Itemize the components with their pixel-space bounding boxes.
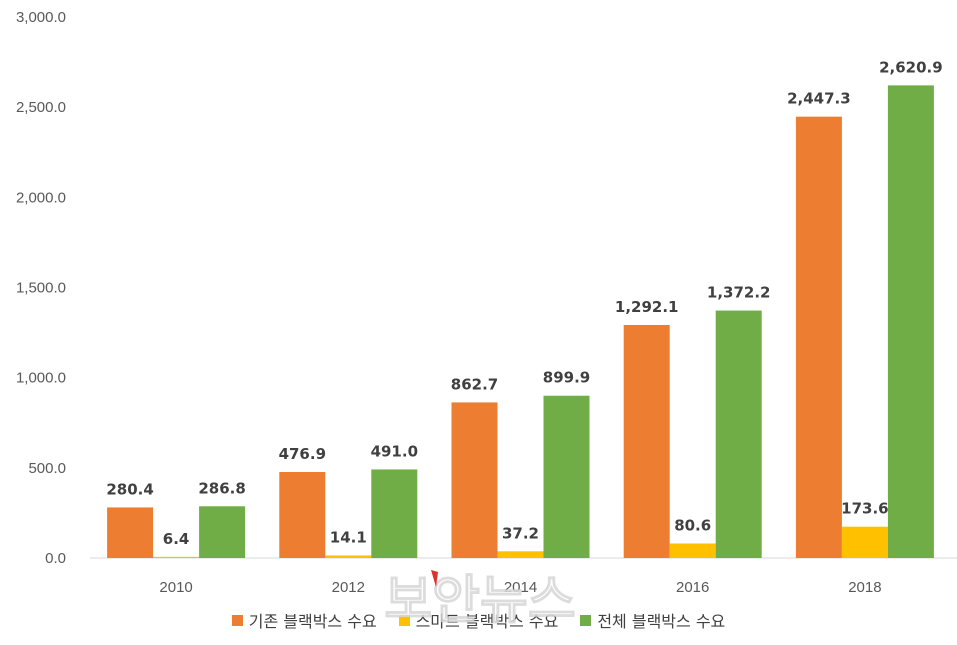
data-label: 37.2 bbox=[502, 524, 539, 542]
x-tick-label: 2018 bbox=[848, 579, 881, 596]
bar-series-0-2010 bbox=[107, 507, 154, 558]
data-label: 14.1 bbox=[330, 528, 367, 546]
data-label: 280.4 bbox=[106, 480, 153, 498]
data-label: 6.4 bbox=[163, 530, 190, 548]
bar-series-1-2010 bbox=[153, 556, 200, 558]
data-label: 80.6 bbox=[674, 516, 711, 534]
y-tick-label: 500.0 bbox=[28, 460, 66, 477]
legend-label-0: 기존 블랙박스 수요 bbox=[248, 612, 377, 631]
data-label: 899.9 bbox=[543, 369, 590, 387]
bar-series-0-2012 bbox=[279, 471, 326, 558]
x-tick-label: 2016 bbox=[676, 579, 709, 596]
data-label: 2,620.9 bbox=[879, 58, 943, 76]
data-label: 491.0 bbox=[371, 442, 418, 460]
data-label: 1,292.1 bbox=[615, 298, 679, 316]
legend-swatch-0 bbox=[231, 614, 243, 626]
y-tick-label: 1,500.0 bbox=[16, 280, 66, 297]
x-tick-label: 2014 bbox=[504, 579, 537, 596]
legend-swatch-1 bbox=[398, 614, 410, 626]
bar-series-2-2014 bbox=[543, 395, 590, 558]
y-tick-label: 2,000.0 bbox=[16, 189, 66, 206]
bar-series-1-2012 bbox=[325, 555, 372, 558]
legend-swatch-2 bbox=[580, 614, 592, 626]
legend-label-2: 전체 블랙박스 수요 bbox=[597, 612, 726, 631]
svg-text:보안뉴스: 보안뉴스 bbox=[384, 571, 575, 631]
data-label: 173.6 bbox=[841, 500, 888, 518]
watermark-logo: 보안뉴스 bbox=[384, 570, 576, 632]
data-label: 1,372.2 bbox=[707, 284, 771, 302]
legend: 기존 블랙박스 수요 스마트 블랙박스 수요 전체 블랙박스 수요 bbox=[0, 608, 957, 632]
y-tick-label: 3,000.0 bbox=[16, 9, 66, 26]
legend-label-1: 스마트 블랙박스 수요 bbox=[415, 612, 559, 631]
bar-series-1-2014 bbox=[497, 551, 544, 558]
x-tick-label: 2012 bbox=[332, 579, 365, 596]
y-tick-label: 2,500.0 bbox=[16, 99, 66, 116]
data-label: 286.8 bbox=[198, 479, 245, 497]
legend-item-2: 전체 블랙박스 수요 bbox=[580, 608, 725, 632]
y-tick-label: 0.0 bbox=[45, 550, 66, 567]
bar-series-1-2016 bbox=[669, 543, 716, 558]
data-label: 476.9 bbox=[279, 445, 326, 463]
legend-item-1: 스마트 블랙박스 수요 bbox=[398, 608, 559, 632]
x-tick-label: 2010 bbox=[159, 579, 192, 596]
data-label: 2,447.3 bbox=[787, 90, 851, 108]
data-label: 862.7 bbox=[451, 375, 498, 393]
bar-series-0-2016 bbox=[623, 324, 670, 558]
bar-series-2-2012 bbox=[371, 469, 418, 558]
bar-series-2-2016 bbox=[715, 310, 762, 558]
bar-series-0-2018 bbox=[795, 116, 842, 559]
bar-series-1-2018 bbox=[841, 526, 888, 558]
y-tick-label: 1,000.0 bbox=[16, 370, 66, 387]
bar-series-2-2018 bbox=[887, 85, 934, 558]
bar-chart: 0.0 500.0 1,000.0 1,500.0 2,000.0 2,500.0 3,00… bbox=[16, 9, 957, 596]
legend-item-0: 기존 블랙박스 수요 bbox=[231, 608, 377, 632]
bar-series-0-2014 bbox=[451, 402, 498, 558]
bar-series-2-2010 bbox=[199, 506, 246, 558]
